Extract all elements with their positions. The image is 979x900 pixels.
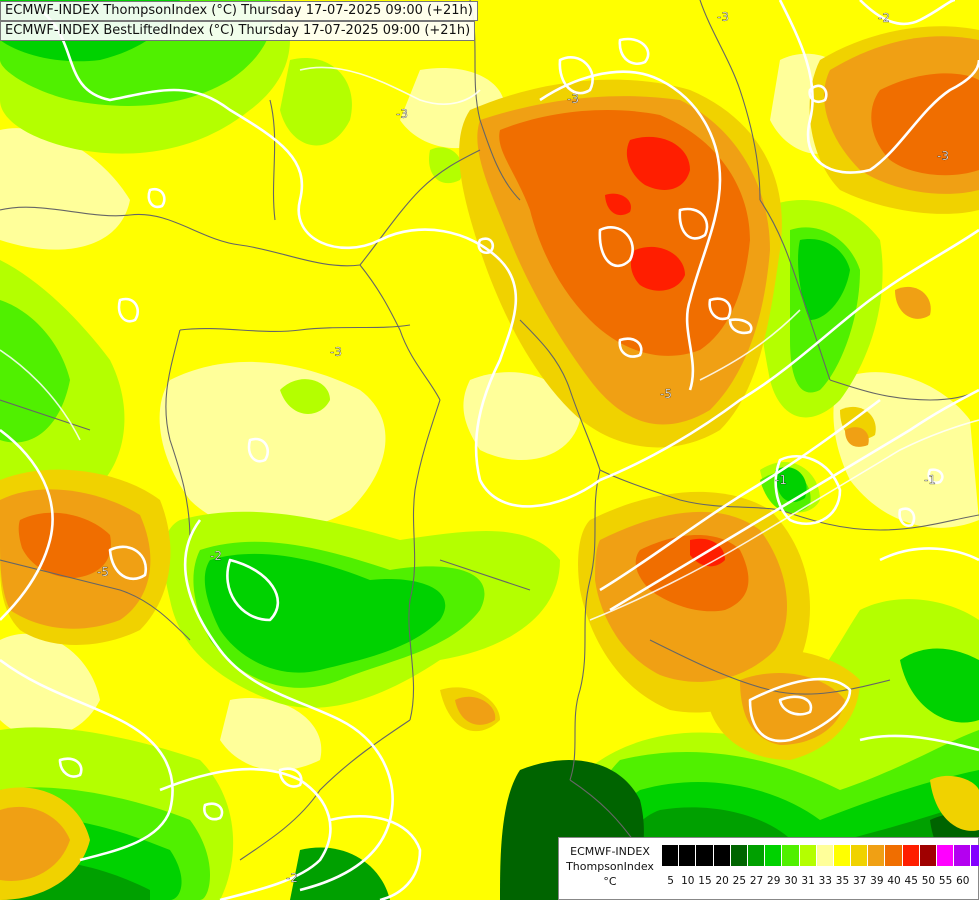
legend-level-label: 35 — [835, 875, 850, 887]
map-title-primary: ECMWF-INDEX ThompsonIndex (°C) Thursday … — [0, 1, 478, 21]
contour-labels: -3 -2 -3 -3 -3 -3 -5 -2 -5 -2 -1 -1 — [97, 10, 949, 885]
legend-labels: 5 10 15 20 25 27 29 30 31 33 35 37 39 40 45 50 55 60 — [662, 875, 971, 887]
legend-level-label: 39 — [870, 875, 884, 887]
legend-level-label: 30 — [784, 875, 798, 887]
legend-unit: °C — [603, 875, 617, 888]
legend-swatch — [868, 845, 886, 866]
legend-swatch — [799, 845, 817, 866]
legend-swatch — [971, 845, 979, 866]
legend-swatch — [954, 845, 972, 866]
legend-title: ECMWF-INDEX ThompsonIndex °C — [559, 844, 661, 889]
legend-level-label: 25 — [732, 875, 747, 887]
contour-label: -5 — [97, 565, 109, 579]
legend-swatch — [851, 845, 869, 866]
color-legend: ECMWF-INDEX ThompsonIndex °C 5 10 15 20 25 27… — [558, 837, 979, 900]
legend-level-label: 60 — [956, 875, 970, 887]
legend-swatch — [662, 845, 680, 866]
legend-swatch — [747, 845, 766, 866]
legend-level-label: 37 — [852, 875, 867, 887]
contour-label: -3 — [396, 107, 408, 121]
contour-label: -3 — [330, 345, 342, 359]
legend-level-label: 10 — [681, 875, 695, 887]
contour-label: -3 — [717, 10, 729, 24]
legend-level-label: 33 — [818, 875, 832, 887]
legend-swatch — [696, 845, 714, 866]
legend-level-label: 31 — [801, 875, 815, 887]
legend-swatch — [816, 845, 834, 866]
legend-swatches — [662, 845, 979, 866]
legend-level-label: 45 — [904, 875, 918, 887]
legend-swatch — [782, 845, 800, 866]
legend-swatch — [902, 845, 920, 866]
contour-label: -1 — [924, 473, 936, 487]
contour-label: -3 — [937, 149, 949, 163]
map-title-secondary: ECMWF-INDEX BestLiftedIndex (°C) Thursda… — [0, 21, 476, 41]
legend-swatch — [937, 845, 955, 866]
field-pale-yellow — [0, 53, 979, 771]
contour-label: -2 — [286, 871, 298, 885]
contour-label: -5 — [660, 387, 672, 401]
contour-label: -2 — [878, 11, 890, 25]
secondary-contours — [0, 66, 979, 621]
legend-swatch — [885, 845, 903, 866]
legend-swatch — [765, 845, 783, 866]
legend-level-label: 50 — [921, 875, 936, 887]
legend-level-label: 5 — [667, 875, 674, 887]
legend-swatch — [713, 845, 731, 866]
contour-label: -3 — [567, 92, 579, 106]
legend-variable: ThompsonIndex — [566, 860, 654, 873]
legend-level-label: 40 — [887, 875, 901, 887]
contour-label: -1 — [775, 473, 787, 487]
legend-swatch — [679, 845, 697, 866]
legend-level-label: 15 — [698, 875, 712, 887]
contour-label: -2 — [210, 549, 222, 563]
legend-level-label: 20 — [715, 875, 729, 887]
legend-swatch — [833, 845, 852, 866]
legend-swatch — [919, 845, 937, 866]
legend-model: ECMWF-INDEX — [570, 845, 650, 858]
legend-swatch — [730, 845, 748, 866]
legend-level-label: 27 — [749, 875, 764, 887]
legend-level-label: 29 — [767, 875, 781, 887]
legend-level-label: 55 — [938, 875, 953, 887]
